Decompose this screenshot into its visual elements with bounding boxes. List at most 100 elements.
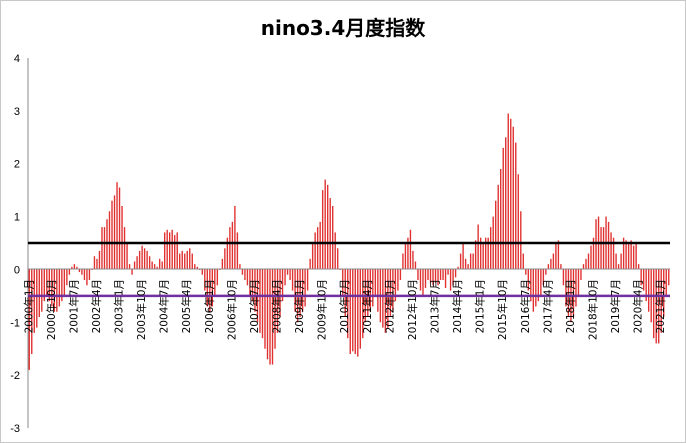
bar bbox=[133, 261, 136, 270]
bar bbox=[219, 269, 221, 270]
bar bbox=[306, 269, 309, 291]
bar bbox=[281, 269, 284, 302]
bar bbox=[622, 237, 625, 270]
bar bbox=[387, 269, 389, 328]
bar bbox=[507, 113, 509, 270]
x-tick-label: 2009年10月 bbox=[316, 279, 329, 340]
bar bbox=[158, 258, 161, 270]
bar bbox=[143, 248, 146, 270]
bar bbox=[169, 232, 171, 270]
bar bbox=[557, 240, 560, 270]
bar bbox=[668, 269, 670, 286]
bar bbox=[617, 264, 620, 270]
bar bbox=[572, 269, 575, 317]
chart-title: nino3.4月度指数 bbox=[260, 16, 426, 40]
bar bbox=[131, 269, 133, 275]
x-tick-label: 2012年10月 bbox=[406, 279, 419, 340]
y-tick-label: -2 bbox=[10, 370, 20, 382]
bar bbox=[550, 258, 552, 270]
bar bbox=[73, 264, 76, 270]
bar bbox=[284, 269, 286, 286]
bar bbox=[236, 232, 239, 270]
bar bbox=[625, 240, 627, 270]
bar bbox=[91, 269, 93, 270]
bar bbox=[83, 269, 86, 280]
bar bbox=[595, 219, 597, 270]
bar bbox=[525, 269, 527, 275]
bar bbox=[201, 269, 203, 275]
bar bbox=[354, 269, 356, 354]
bar bbox=[532, 269, 535, 312]
bar bbox=[452, 269, 454, 286]
x-tick-label: 2018年10月 bbox=[587, 279, 600, 340]
x-tick-label: 2012年1月 bbox=[383, 279, 396, 333]
bar bbox=[510, 118, 512, 270]
bar bbox=[647, 269, 650, 312]
bar bbox=[580, 269, 582, 280]
bar bbox=[409, 229, 412, 270]
bar bbox=[374, 269, 377, 296]
bar bbox=[38, 269, 40, 317]
bar bbox=[362, 269, 364, 339]
bar bbox=[251, 269, 254, 302]
bar bbox=[442, 269, 444, 280]
x-tick-label: 2003年1月 bbox=[113, 279, 126, 333]
bar bbox=[226, 237, 229, 270]
bar bbox=[477, 224, 479, 270]
bar bbox=[266, 269, 269, 360]
y-tick-label: -3 bbox=[10, 423, 20, 435]
bar bbox=[607, 221, 610, 270]
bar bbox=[151, 261, 153, 270]
bar bbox=[214, 269, 216, 296]
bar bbox=[484, 237, 487, 270]
bar bbox=[535, 269, 537, 307]
bar bbox=[231, 221, 234, 270]
bar bbox=[58, 269, 61, 307]
bar bbox=[449, 269, 452, 291]
bar bbox=[429, 269, 432, 283]
x-tick-label: 2006年1月 bbox=[203, 279, 216, 333]
bar bbox=[505, 137, 507, 270]
bar bbox=[311, 243, 314, 270]
bar bbox=[555, 243, 557, 270]
bar bbox=[587, 253, 590, 270]
bar bbox=[412, 250, 414, 270]
bar bbox=[41, 269, 43, 312]
bar bbox=[211, 269, 214, 307]
bar bbox=[299, 269, 301, 317]
x-tick-label: 2006年10月 bbox=[225, 279, 238, 340]
bar bbox=[103, 227, 106, 270]
bar bbox=[329, 198, 331, 270]
bar bbox=[522, 253, 524, 270]
x-tick-label: 2000年10月 bbox=[45, 279, 58, 340]
bar bbox=[229, 227, 231, 270]
bar bbox=[36, 269, 38, 328]
bar bbox=[382, 269, 384, 328]
bar bbox=[43, 269, 45, 302]
bar bbox=[61, 269, 63, 302]
bar bbox=[590, 245, 592, 270]
bar bbox=[419, 269, 422, 291]
bar bbox=[269, 269, 271, 365]
bar bbox=[665, 269, 667, 296]
bar bbox=[309, 258, 311, 270]
x-tick-label: 2010年7月 bbox=[338, 279, 351, 333]
bar bbox=[271, 269, 274, 365]
bar bbox=[301, 269, 304, 312]
bar bbox=[357, 269, 359, 357]
bar bbox=[53, 269, 56, 312]
bar bbox=[502, 147, 504, 270]
bar bbox=[33, 269, 35, 333]
bar bbox=[196, 266, 198, 270]
bar bbox=[389, 269, 392, 317]
bar bbox=[241, 269, 244, 275]
bar bbox=[249, 269, 251, 296]
bar bbox=[81, 269, 83, 275]
x-tick-label: 2001年7月 bbox=[67, 279, 80, 333]
bar bbox=[517, 174, 519, 270]
bar bbox=[404, 243, 407, 270]
bar bbox=[615, 253, 617, 270]
bar bbox=[204, 269, 206, 291]
bar bbox=[660, 269, 662, 333]
bar bbox=[600, 227, 602, 270]
